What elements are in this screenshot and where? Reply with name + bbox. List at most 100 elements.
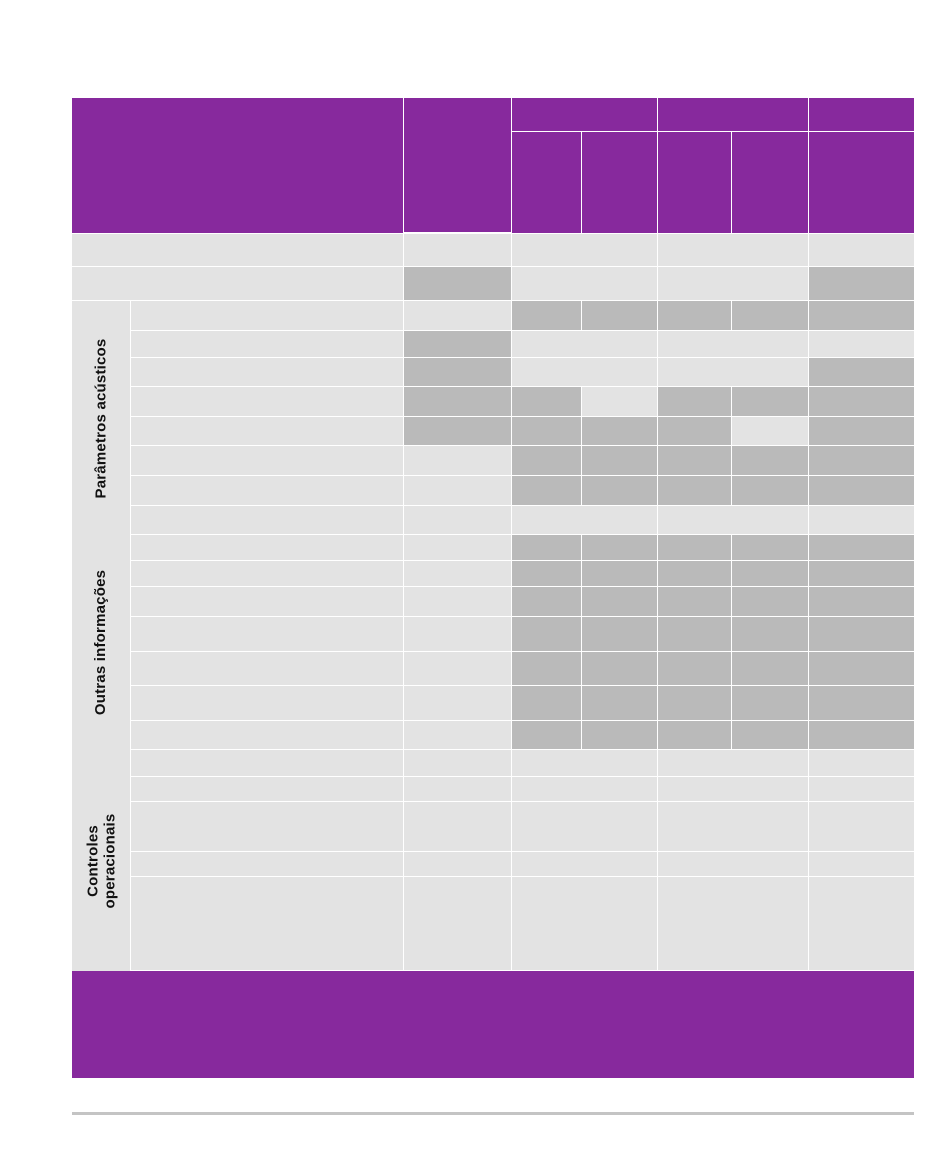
- table-cell: [658, 686, 731, 720]
- table-cell: [809, 617, 914, 651]
- table-cell: [512, 852, 657, 876]
- table-cell: [809, 331, 914, 357]
- footer-rule: [72, 1112, 914, 1115]
- row-label-cell: [131, 417, 403, 445]
- table-cell: [404, 387, 511, 416]
- table-cell: [582, 535, 657, 560]
- table-cell: [658, 652, 731, 685]
- table-cell: [658, 387, 731, 416]
- header-group-cell: [809, 98, 914, 131]
- table-cell: [809, 417, 914, 445]
- table-cell: [732, 721, 808, 749]
- row-label-cell: [131, 802, 403, 851]
- row-label-cell: [131, 652, 403, 685]
- table-cell: [658, 417, 731, 445]
- table-cell: [512, 777, 657, 801]
- table-cell: [658, 617, 731, 651]
- table-cell: [512, 561, 581, 586]
- table-cell: [404, 721, 511, 749]
- table-cell: [809, 535, 914, 560]
- table-cell: [582, 587, 657, 616]
- table-cell: [809, 750, 914, 776]
- table-cell: [512, 387, 581, 416]
- table-cell: [658, 535, 731, 560]
- table-cell: [512, 331, 657, 357]
- table-cell: [512, 506, 657, 534]
- table-cell: [404, 446, 511, 475]
- table-cell: [809, 877, 914, 970]
- header-subcol-cell: [512, 132, 581, 233]
- group-label-operational-controls: Controles operacionais: [72, 750, 130, 971]
- table-cell: [404, 617, 511, 651]
- row-label-cell: [131, 561, 403, 586]
- table-cell: [658, 877, 808, 970]
- table-cell: [582, 617, 657, 651]
- table-cell: [658, 358, 808, 386]
- table-cell: [404, 301, 511, 330]
- table-cell: [658, 476, 731, 505]
- group-label-text: Parâmetros acústicos: [92, 338, 110, 498]
- row-label-cell: [131, 387, 403, 416]
- table-cell: [809, 267, 914, 300]
- table-cell: [809, 476, 914, 505]
- table-cell: [404, 234, 511, 266]
- table-cell: [809, 358, 914, 386]
- table-cell: [404, 267, 511, 300]
- table-cell: [512, 476, 581, 505]
- table-cell: [732, 587, 808, 616]
- table-cell: [582, 387, 657, 416]
- table-cell: [404, 358, 511, 386]
- row-label-cell: [131, 506, 403, 534]
- table-cell: [809, 446, 914, 475]
- table-cell: [404, 877, 511, 970]
- row-label-cell: [131, 331, 403, 357]
- table-cell: [404, 587, 511, 616]
- row-label-cell: [131, 617, 403, 651]
- table-cell: [512, 686, 581, 720]
- row-label-cell: [131, 446, 403, 475]
- table-cell: [732, 301, 808, 330]
- table-cell: [404, 331, 511, 357]
- row-label-cell: [131, 877, 403, 970]
- table-cell: [404, 802, 511, 851]
- table-cell: [512, 750, 657, 776]
- table-cell: [404, 686, 511, 720]
- table-cell: [512, 446, 581, 475]
- table-cell: [512, 721, 581, 749]
- row-label-cell: [131, 686, 403, 720]
- table-cell: [512, 358, 657, 386]
- table-cell: [512, 267, 657, 300]
- group-label-line: operacionais: [101, 813, 118, 908]
- table-cell: [404, 652, 511, 685]
- table-cell: [732, 686, 808, 720]
- table-cell: [404, 561, 511, 586]
- table-cell: [404, 417, 511, 445]
- group-label-line: Controles: [84, 824, 101, 897]
- row-label-cell: [72, 267, 403, 300]
- table-cell: [809, 234, 914, 266]
- table-cell: [732, 417, 808, 445]
- table-cell: [512, 301, 581, 330]
- row-label-cell: [131, 358, 403, 386]
- row-label-cell: [131, 852, 403, 876]
- group-label-other-info: Outras informações: [72, 535, 130, 750]
- row-label-cell: [131, 535, 403, 560]
- table-cell: [732, 617, 808, 651]
- row-label-cell: [131, 476, 403, 505]
- group-label-acoustic-parameters: Parâmetros acústicos: [72, 301, 130, 535]
- table-cell: [809, 387, 914, 416]
- group-label-text: Outras informações: [92, 569, 110, 716]
- table-cell: [658, 301, 731, 330]
- table-cell: [582, 476, 657, 505]
- header-subcol-cell: [658, 132, 731, 233]
- table-cell: [658, 331, 808, 357]
- table-cell: [732, 476, 808, 505]
- table-cell: [658, 506, 808, 534]
- table-cell: [582, 652, 657, 685]
- header-col-cell: [404, 98, 511, 232]
- table-cell: [512, 877, 657, 970]
- table-cell: [809, 802, 914, 851]
- row-label-cell: [131, 301, 403, 330]
- table-cell: [512, 802, 657, 851]
